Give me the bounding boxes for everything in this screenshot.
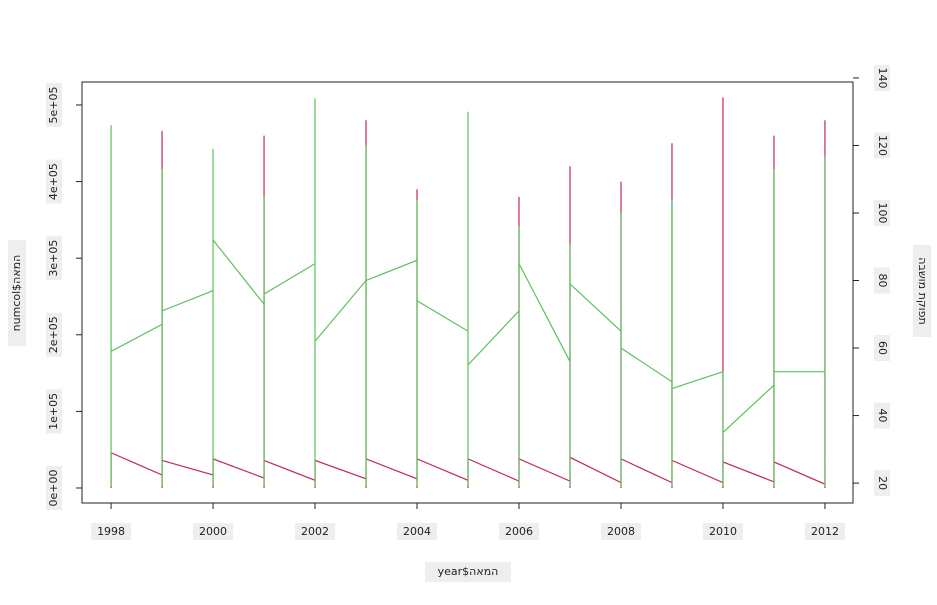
y2-tick-label: 100 xyxy=(876,202,889,223)
x-tick-label: 2006 xyxy=(505,525,533,538)
series-line xyxy=(110,98,826,487)
x-tick-label: 1998 xyxy=(97,525,125,538)
label-box xyxy=(46,389,62,434)
label-box xyxy=(874,335,890,362)
y2-tick-label: 120 xyxy=(876,135,889,156)
label-box xyxy=(874,267,890,294)
x-tick-label: 2002 xyxy=(301,525,329,538)
label-box xyxy=(874,470,890,497)
x-tick-label: 2008 xyxy=(607,525,635,538)
y-tick-label: 4e+05 xyxy=(47,163,60,200)
label-box xyxy=(874,64,890,91)
label-box xyxy=(804,523,845,540)
label-box xyxy=(193,523,234,540)
label-box xyxy=(397,523,438,540)
label-box xyxy=(295,523,336,540)
label-box xyxy=(46,236,62,281)
label-box xyxy=(46,465,62,510)
label-box xyxy=(874,132,890,159)
y2-tick-label: 140 xyxy=(876,67,889,88)
label-box xyxy=(46,312,62,357)
y-tick-label: 0e+00 xyxy=(47,469,60,506)
label-box xyxy=(874,199,890,226)
y-tick-label: 1e+05 xyxy=(47,393,60,430)
y2-tick-label: 60 xyxy=(876,341,889,355)
label-box xyxy=(91,523,132,540)
y-axis-title: numcol$המאה xyxy=(10,255,23,332)
y-tick-label: 5e+05 xyxy=(47,86,60,123)
label-box xyxy=(46,159,62,204)
y2-tick-label: 20 xyxy=(876,476,889,490)
label-box xyxy=(913,245,931,337)
y2-axis-title: תפוקת מושבה xyxy=(916,257,929,324)
label-box xyxy=(600,523,641,540)
x-tick-label: 2000 xyxy=(199,525,227,538)
label-box xyxy=(874,402,890,429)
label-box xyxy=(499,523,540,540)
x-axis-title: year$המאה xyxy=(438,565,499,578)
x-tick-label: 2010 xyxy=(709,525,737,538)
x-tick-label: 2012 xyxy=(811,525,839,538)
label-box xyxy=(8,240,26,346)
plot-frame xyxy=(81,81,854,504)
y2-tick-label: 80 xyxy=(876,274,889,288)
y2-tick-label: 40 xyxy=(876,409,889,423)
label-box xyxy=(425,562,511,582)
y-tick-label: 2e+05 xyxy=(47,316,60,353)
label-box xyxy=(46,82,62,127)
label-box xyxy=(702,523,743,540)
y-tick-label: 3e+05 xyxy=(47,240,60,277)
x-tick-label: 2004 xyxy=(403,525,431,538)
